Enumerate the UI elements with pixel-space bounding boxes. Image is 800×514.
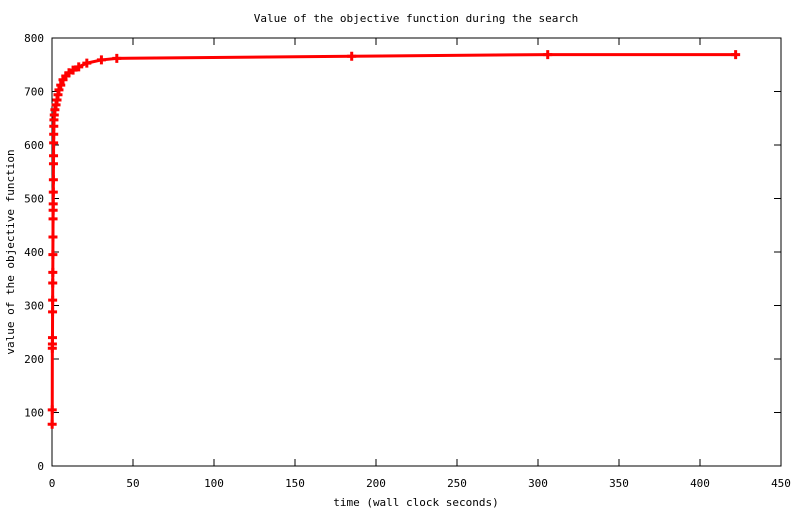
data-point-marker (96, 55, 106, 65)
data-point-marker (68, 65, 78, 75)
data-point-marker (49, 151, 59, 161)
data-point-marker (54, 85, 64, 95)
data-point-marker (56, 80, 66, 90)
y-tick-label: 400 (24, 246, 44, 259)
data-point-marker (48, 175, 58, 185)
data-point-marker (48, 232, 58, 242)
plot-border (51, 37, 782, 467)
data-point-marker (74, 62, 84, 72)
data-point-marker (48, 307, 58, 317)
series-line (50, 53, 736, 425)
y-tick-label: 300 (24, 300, 44, 313)
data-point-marker (47, 405, 57, 415)
x-tick-label: 400 (690, 477, 710, 490)
x-tick-label: 150 (285, 477, 305, 490)
y-tick-label: 700 (24, 86, 44, 99)
y-tick-label: 800 (24, 32, 44, 45)
data-point-marker (48, 214, 58, 224)
y-tick-label: 200 (24, 353, 44, 366)
data-point-marker (47, 333, 57, 343)
x-tick-label: 100 (204, 477, 224, 490)
chart-title: Value of the objective function during t… (254, 12, 579, 25)
data-point-marker (49, 138, 59, 148)
x-tick-label: 250 (447, 477, 467, 490)
y-tick-label: 600 (24, 139, 44, 152)
data-point-marker (347, 51, 357, 61)
x-axis-label: time (wall clock seconds) (333, 496, 499, 509)
data-point-marker (48, 278, 58, 288)
x-tick-label: 0 (49, 477, 56, 490)
y-tick-label: 0 (37, 460, 44, 473)
data-point-marker (82, 58, 92, 68)
x-tick-label: 450 (771, 477, 791, 490)
y-axis-label: value of the objective function (4, 149, 17, 354)
data-point-marker (48, 250, 58, 260)
data-point-marker (48, 199, 58, 209)
data-point-marker (731, 50, 741, 60)
data-point-marker (112, 53, 122, 63)
data-point-marker (49, 129, 59, 139)
x-tick-label: 300 (528, 477, 548, 490)
x-tick-label: 350 (609, 477, 629, 490)
x-tick-label: 200 (366, 477, 386, 490)
y-tick-label: 100 (24, 407, 44, 420)
data-point-marker (47, 419, 57, 429)
data-point-marker (48, 187, 58, 197)
x-tick-label: 50 (126, 477, 139, 490)
data-point-marker (48, 159, 58, 169)
data-point-marker (543, 50, 553, 60)
plot-area: 0 50 100 150 200 250 300 350 400 450 0 100 200 300 400… (24, 32, 791, 490)
data-point-marker (48, 267, 58, 277)
data-point-marker (48, 295, 58, 305)
y-tick-label: 500 (24, 193, 44, 206)
